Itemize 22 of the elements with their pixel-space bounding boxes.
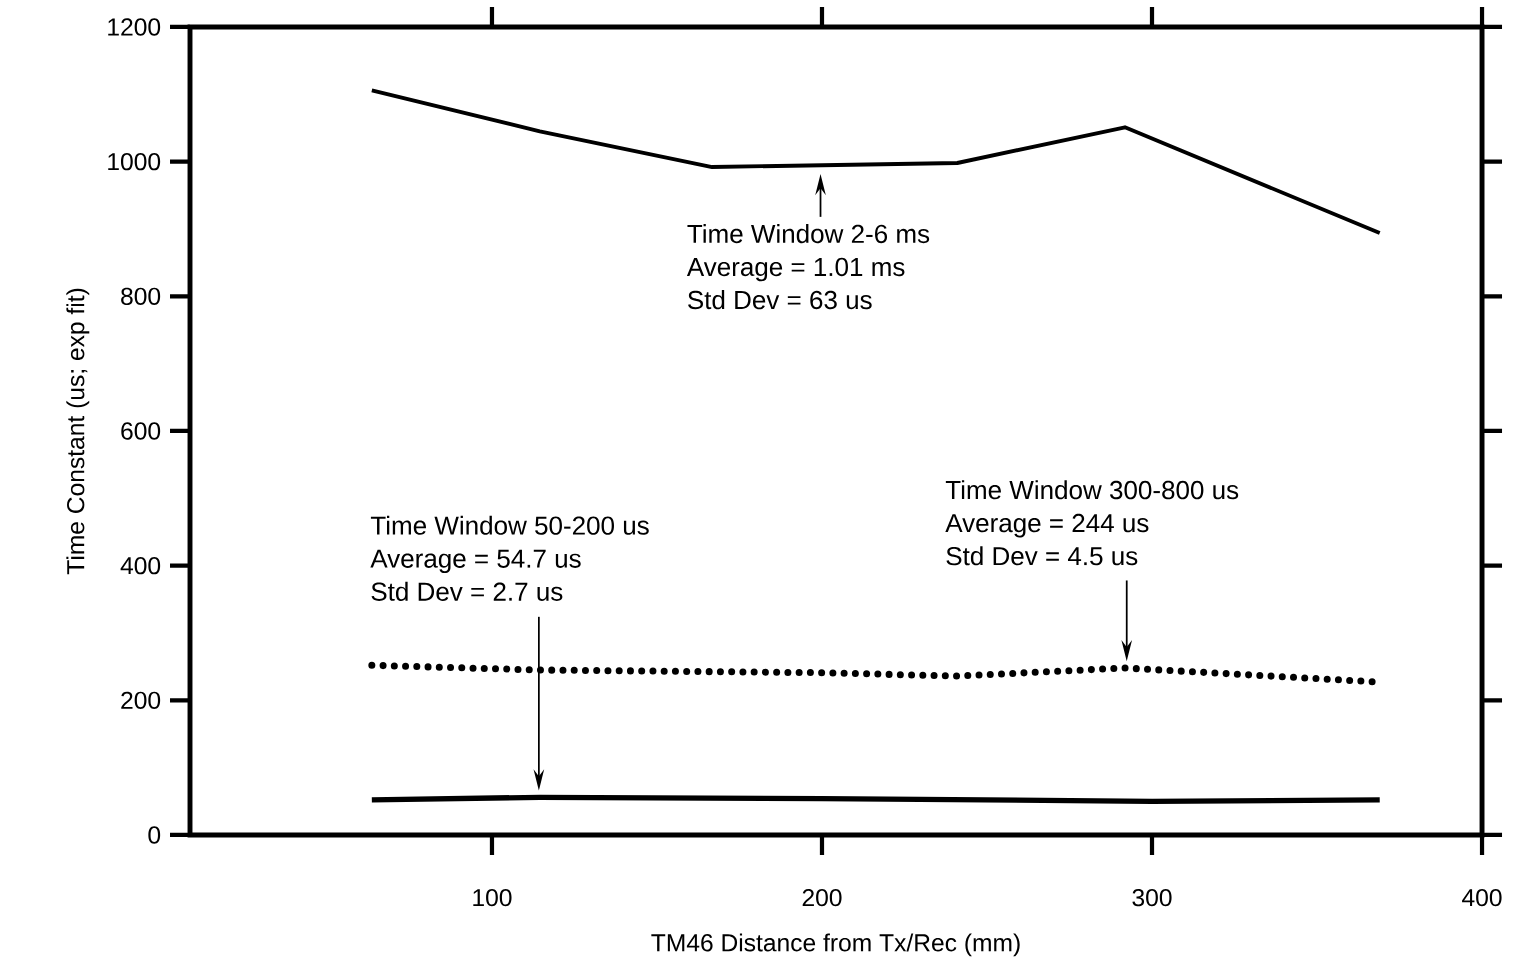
y-tick-label: 600	[121, 422, 161, 440]
annotation: Average = 1.01 ms	[686, 257, 905, 282]
annotation: Std Dev = 4.5 us	[946, 546, 1138, 566]
y-tick-label: 800	[121, 287, 161, 306]
annotation: Average = 54.7 us	[370, 549, 581, 574]
y-axis-title: Time Constant (us; exp fit)	[66, 288, 90, 575]
y-tick-label: 1200	[108, 18, 161, 36]
x-tick-label: 200	[802, 889, 842, 907]
annotation: Time Window 2-6 ms	[687, 224, 930, 244]
annotation: Average = 244 us	[945, 514, 1149, 538]
annotation: Std Dev = 63 us	[688, 290, 872, 310]
x-tick-label: 300	[1132, 889, 1172, 907]
x-tick-label: 400	[1462, 889, 1502, 907]
annotation: Std Dev = 2.7 us	[371, 582, 563, 602]
x-tick-label: 100	[473, 889, 512, 907]
annotation: Time Window 50-200 us	[370, 515, 649, 536]
y-tick-label: 1000	[108, 153, 161, 171]
y-tick-label: 400	[120, 557, 161, 575]
annotation: Time Window 300-800 us	[945, 480, 1239, 500]
y-tick-label: 200	[121, 691, 161, 710]
y-tick-label: 0	[148, 826, 161, 844]
x-axis-title: TM46 Distance from Tx/Rec (mm)	[651, 933, 1020, 957]
